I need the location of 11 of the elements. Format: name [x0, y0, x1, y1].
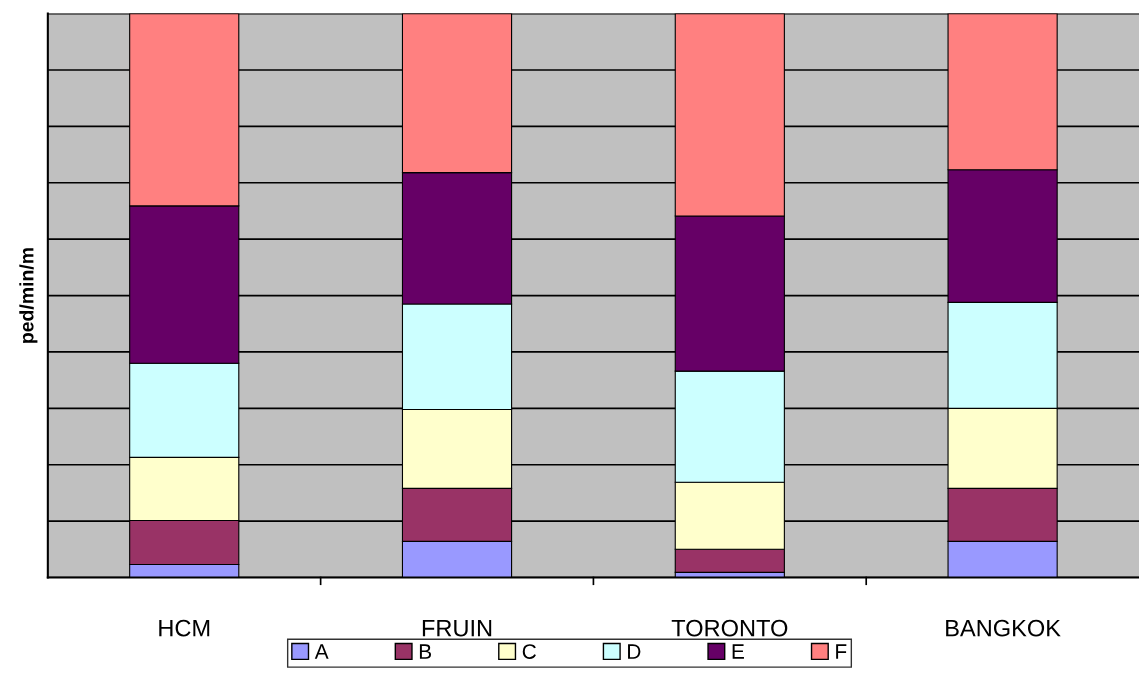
- legend-label: A: [314, 644, 329, 659]
- legend-label: F: [836, 644, 847, 659]
- legend-label: E: [732, 644, 744, 659]
- x-tick-label: FRUIN: [422, 620, 492, 637]
- legend-label: B: [419, 644, 432, 659]
- y-axis-title: ped/min/m: [19, 248, 38, 343]
- legend-label: D: [628, 644, 641, 659]
- legend-label: C: [522, 644, 536, 659]
- x-tick-label: BANGKOK: [946, 619, 1061, 637]
- x-tick-label: HCM: [159, 619, 210, 637]
- x-tick-label: TORONTO: [671, 619, 788, 637]
